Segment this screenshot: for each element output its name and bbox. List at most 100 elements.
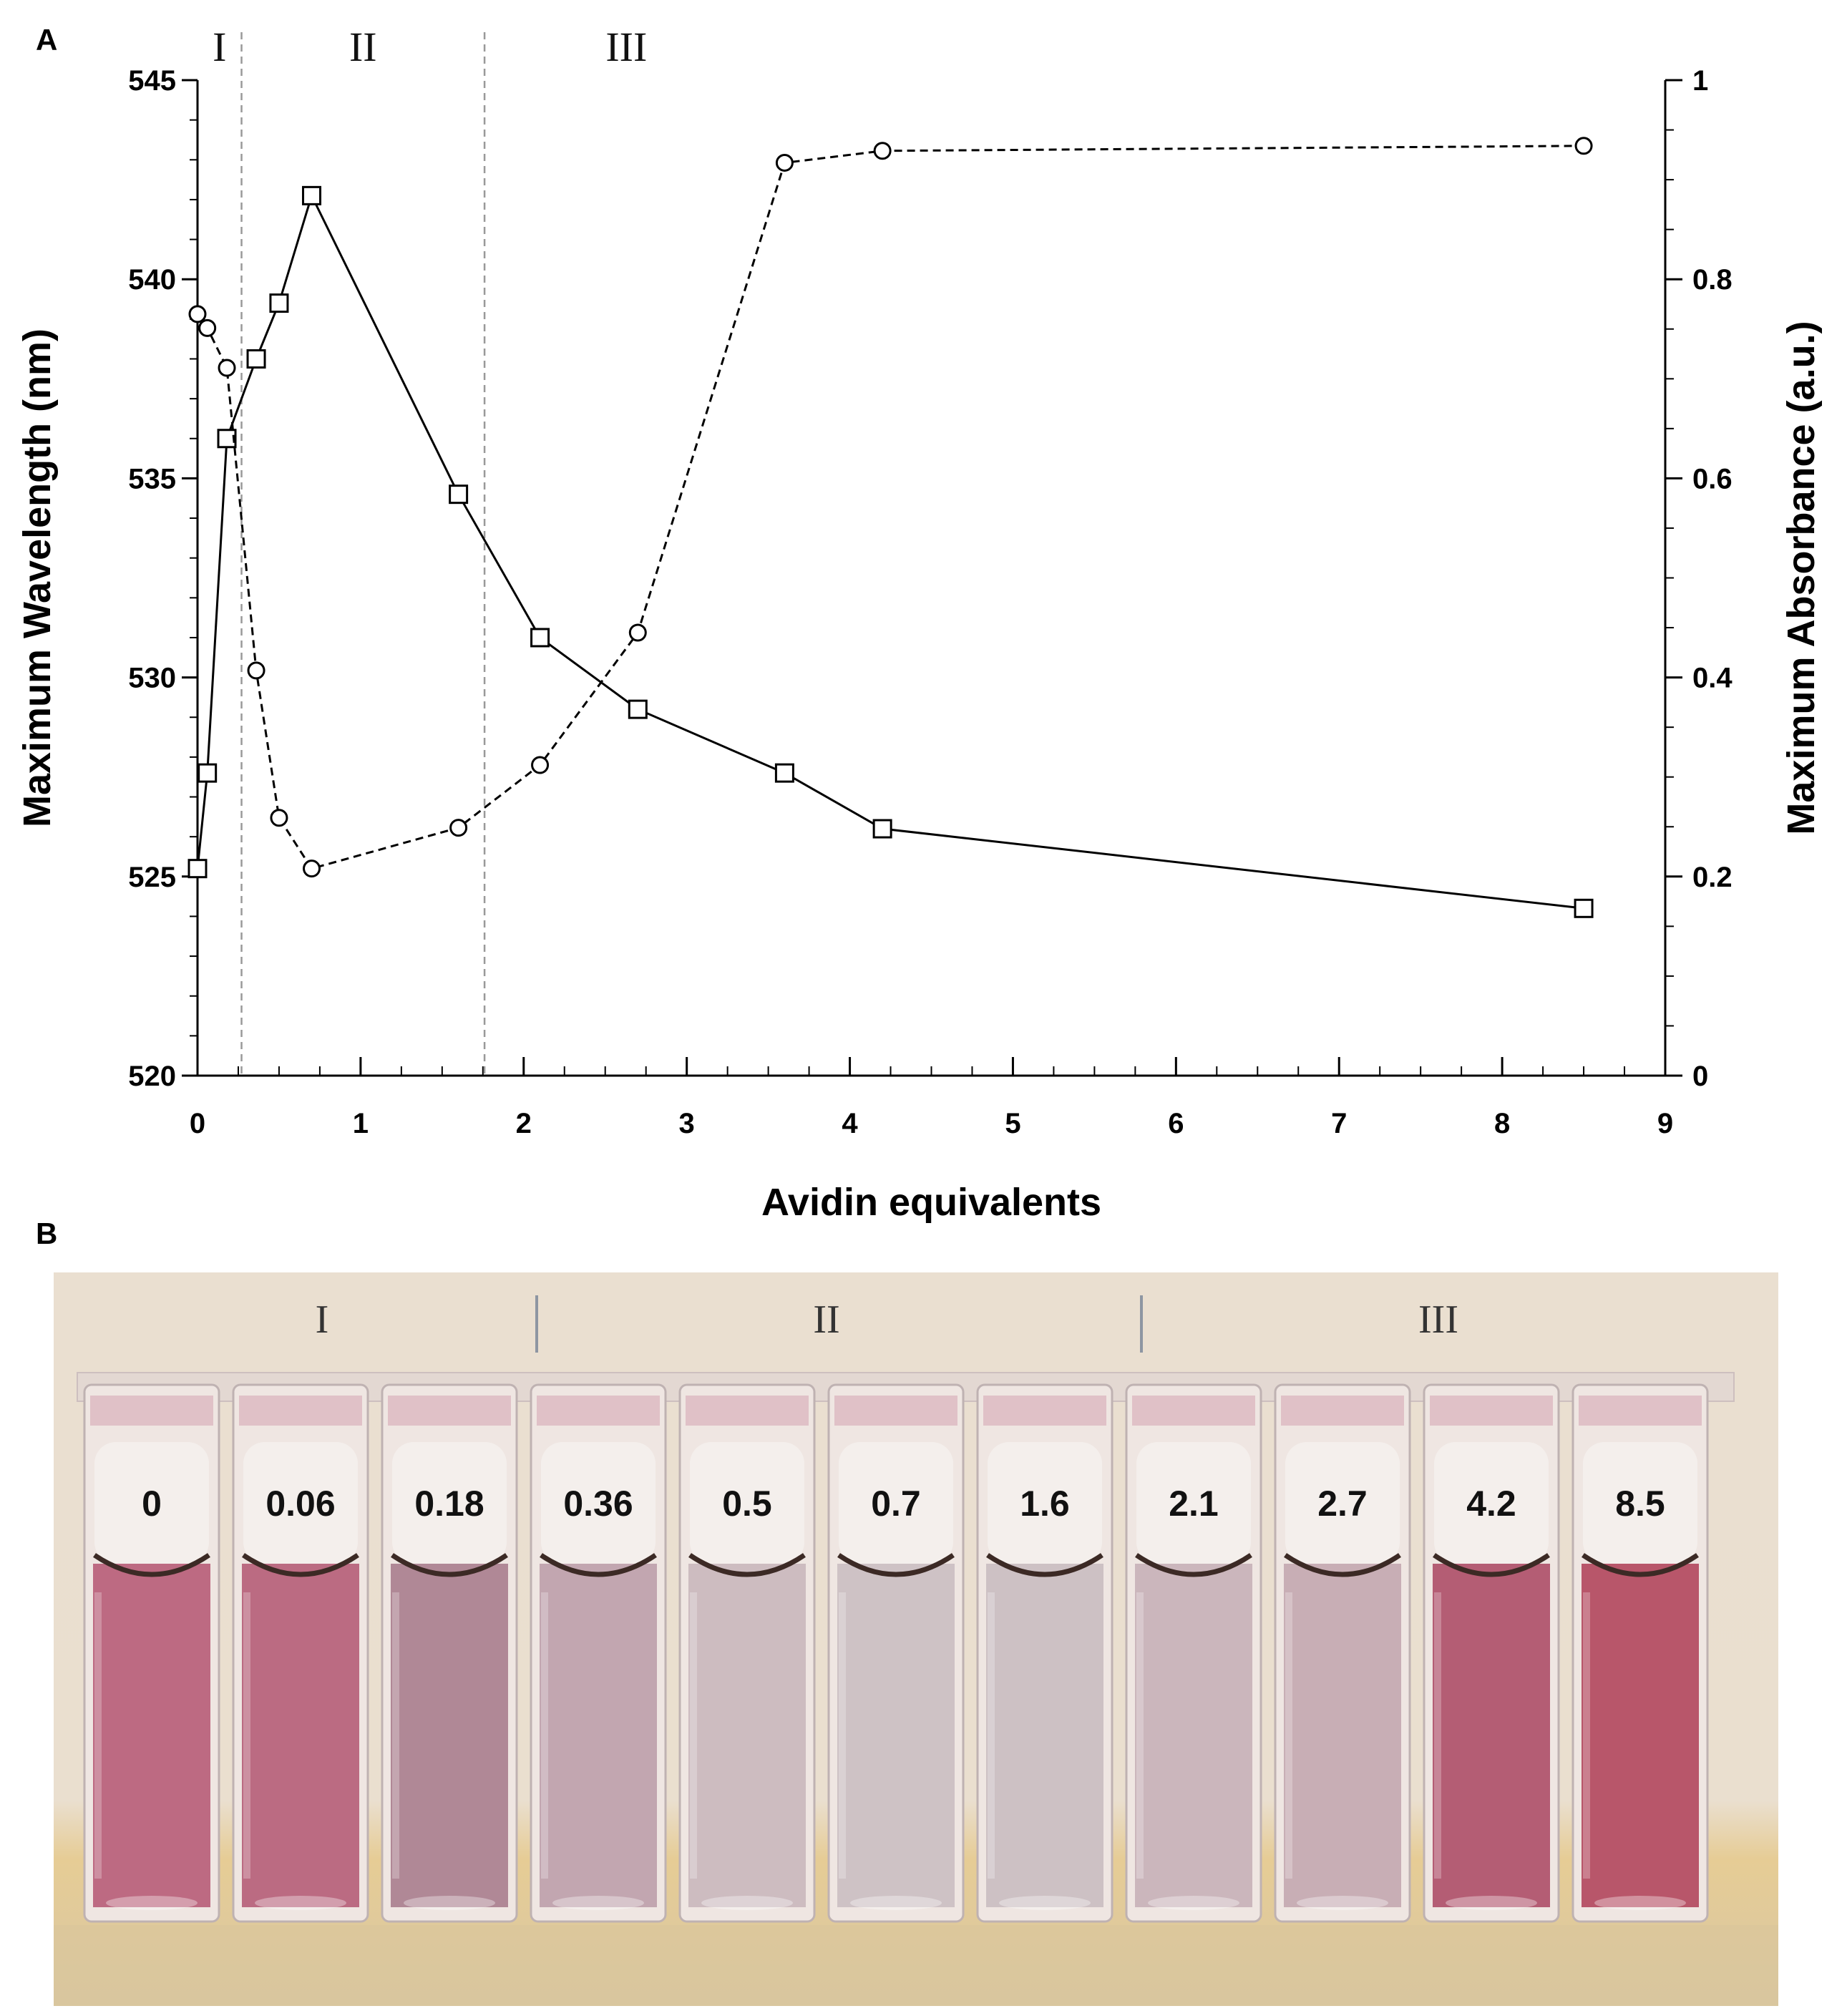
x-tick-label: 4 bbox=[842, 1108, 858, 1139]
cuvette-liquid bbox=[837, 1564, 955, 1907]
cuvette-base-reflection bbox=[552, 1896, 644, 1910]
absorbance-point bbox=[198, 318, 217, 337]
cuvette-rim bbox=[537, 1396, 660, 1426]
cuvette-headspace bbox=[690, 1442, 804, 1564]
cuvette-liquid bbox=[391, 1564, 508, 1907]
panel-b-label: B bbox=[36, 1217, 57, 1250]
wavelength-point bbox=[302, 185, 322, 205]
x-tick-label: 1 bbox=[353, 1108, 369, 1139]
cuvette-highlight bbox=[1285, 1592, 1292, 1879]
cuvette-liquid bbox=[1135, 1564, 1252, 1907]
cuvette-headspace bbox=[839, 1442, 953, 1564]
cuvette-concentration-label: 8.5 bbox=[1615, 1484, 1665, 1524]
cuvette-headspace bbox=[1434, 1442, 1549, 1564]
cuvette-highlight bbox=[243, 1592, 250, 1879]
photo-region-label-1: I bbox=[316, 1297, 329, 1342]
cuvette-rim bbox=[686, 1396, 809, 1426]
cuvette-highlight bbox=[690, 1592, 697, 1879]
cuvette-liquid bbox=[1284, 1564, 1401, 1907]
absorbance-point bbox=[775, 153, 794, 172]
table-surface bbox=[54, 1925, 1778, 2006]
cuvette-headspace bbox=[392, 1442, 507, 1564]
cuvette-rim bbox=[1579, 1396, 1702, 1426]
cuvette-highlight bbox=[839, 1592, 846, 1879]
cuvette-liquid bbox=[540, 1564, 657, 1907]
cuvette-meniscus bbox=[1135, 1553, 1252, 1577]
absorbance-point bbox=[1574, 137, 1593, 155]
cuvette-liquid bbox=[986, 1564, 1103, 1907]
cuvette-liquid bbox=[1433, 1564, 1550, 1907]
cuvette-meniscus bbox=[93, 1553, 210, 1577]
absorbance-series-line bbox=[196, 145, 1584, 870]
x-tick-label: 7 bbox=[1331, 1108, 1347, 1139]
cuvette-concentration-label: 0.7 bbox=[871, 1484, 921, 1524]
cuvette-meniscus bbox=[391, 1553, 508, 1577]
y2-tick-label: 0.6 bbox=[1692, 463, 1733, 495]
y2-tick-label: 0.4 bbox=[1692, 663, 1733, 694]
x-tick-label: 2 bbox=[516, 1108, 532, 1139]
photo-region-label-3: III bbox=[1418, 1297, 1458, 1342]
y2-tick-label: 0.2 bbox=[1692, 862, 1733, 893]
y-tick-label: 540 bbox=[128, 264, 176, 296]
region-label: III bbox=[605, 24, 647, 70]
cuvette-base-reflection bbox=[1297, 1896, 1388, 1910]
y-tick-label: 535 bbox=[128, 463, 176, 495]
cuvette-concentration-label: 0.36 bbox=[563, 1484, 633, 1524]
chart-panel-a: 0 1 2 3 4 5 6 7 8 9 520 525 530 535 540 545 0 0.2 0.4 0.6 0.… bbox=[16, 24, 1823, 1224]
cuvette-rim bbox=[983, 1396, 1106, 1426]
absorbance-point bbox=[270, 809, 288, 827]
cuvette-headspace bbox=[988, 1442, 1102, 1564]
absorbance-point bbox=[218, 359, 236, 377]
cuvette-row: 0 0.06 0.18 0.36 0.5 0.7 1.6 2.1 2.7 4.2 8.5 bbox=[54, 1372, 1778, 2006]
y2-tick-label: 0.8 bbox=[1692, 264, 1733, 296]
cuvette-rim bbox=[239, 1396, 362, 1426]
x-tick-label: 0 bbox=[190, 1108, 205, 1139]
cuvette-meniscus bbox=[242, 1553, 359, 1577]
y2-tick-label: 0 bbox=[1692, 1061, 1708, 1092]
x-tick-label: 5 bbox=[1005, 1108, 1020, 1139]
x-axis-title: Avidin equivalents bbox=[761, 1181, 1101, 1224]
cuvette-meniscus bbox=[837, 1553, 955, 1577]
cuvette-meniscus bbox=[1582, 1553, 1699, 1577]
cuvette-rim bbox=[388, 1396, 511, 1426]
cuvette-headspace bbox=[1583, 1442, 1697, 1564]
cuvette-headspace bbox=[243, 1442, 358, 1564]
cuvette-base-reflection bbox=[1148, 1896, 1239, 1910]
cuvette-base-reflection bbox=[999, 1896, 1091, 1910]
wavelength-point bbox=[187, 859, 208, 879]
cuvette-liquid bbox=[93, 1564, 210, 1907]
cuvette-rim bbox=[1430, 1396, 1553, 1426]
cuvette-highlight bbox=[94, 1592, 102, 1879]
absorbance-point bbox=[873, 142, 892, 160]
cuvette-liquid bbox=[1582, 1564, 1699, 1907]
region-label: II bbox=[349, 24, 377, 70]
absorbance-point bbox=[531, 756, 550, 774]
cuvette-headspace bbox=[94, 1442, 209, 1564]
cuvette-highlight bbox=[1583, 1592, 1590, 1879]
wavelength-point bbox=[449, 484, 469, 505]
photo-region-label-2: II bbox=[813, 1297, 839, 1342]
region-label: I bbox=[213, 24, 226, 70]
cuvette-headspace bbox=[1136, 1442, 1251, 1564]
cuvette-rim bbox=[90, 1396, 213, 1426]
cuvette-base-reflection bbox=[255, 1896, 346, 1910]
cuvette-meniscus bbox=[688, 1553, 806, 1577]
cuvette-highlight bbox=[392, 1592, 399, 1879]
y-tick-label: 530 bbox=[128, 663, 176, 694]
cuvette-headspace bbox=[541, 1442, 656, 1564]
cuvette-concentration-label: 2.1 bbox=[1169, 1484, 1219, 1524]
cuvette-headspace bbox=[1285, 1442, 1400, 1564]
cuvette-concentration-label: 0.18 bbox=[414, 1484, 484, 1524]
y-tick-label: 520 bbox=[128, 1061, 176, 1092]
absorbance-point bbox=[303, 860, 321, 878]
cuvette-base-reflection bbox=[404, 1896, 495, 1910]
absorbance-point bbox=[247, 661, 265, 680]
x-tick-label: 6 bbox=[1168, 1108, 1184, 1139]
cuvette-base-reflection bbox=[850, 1896, 942, 1910]
cuvette-highlight bbox=[541, 1592, 548, 1879]
cuvette-concentration-label: 4.2 bbox=[1466, 1484, 1516, 1524]
y-axis-title: Maximum Wavelength (nm) bbox=[16, 328, 59, 827]
cuvette-meniscus bbox=[986, 1553, 1103, 1577]
cuvette-concentration-label: 0.06 bbox=[265, 1484, 335, 1524]
cuvette-meniscus bbox=[1284, 1553, 1401, 1577]
